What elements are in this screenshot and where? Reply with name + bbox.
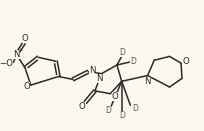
Text: +: + — [18, 48, 23, 53]
Text: N: N — [13, 50, 20, 59]
Text: O: O — [78, 102, 85, 111]
Text: D: D — [120, 48, 126, 57]
Text: −O: −O — [0, 59, 13, 68]
Text: O: O — [24, 82, 30, 91]
Text: D: D — [132, 104, 138, 113]
Text: N: N — [96, 74, 103, 83]
Text: O: O — [22, 34, 28, 43]
Text: N: N — [144, 77, 151, 86]
Text: D: D — [130, 57, 136, 66]
Text: D: D — [120, 111, 126, 120]
Text: D: D — [105, 107, 111, 115]
Text: O: O — [112, 92, 118, 101]
Text: O: O — [182, 57, 189, 66]
Text: N: N — [89, 66, 95, 75]
